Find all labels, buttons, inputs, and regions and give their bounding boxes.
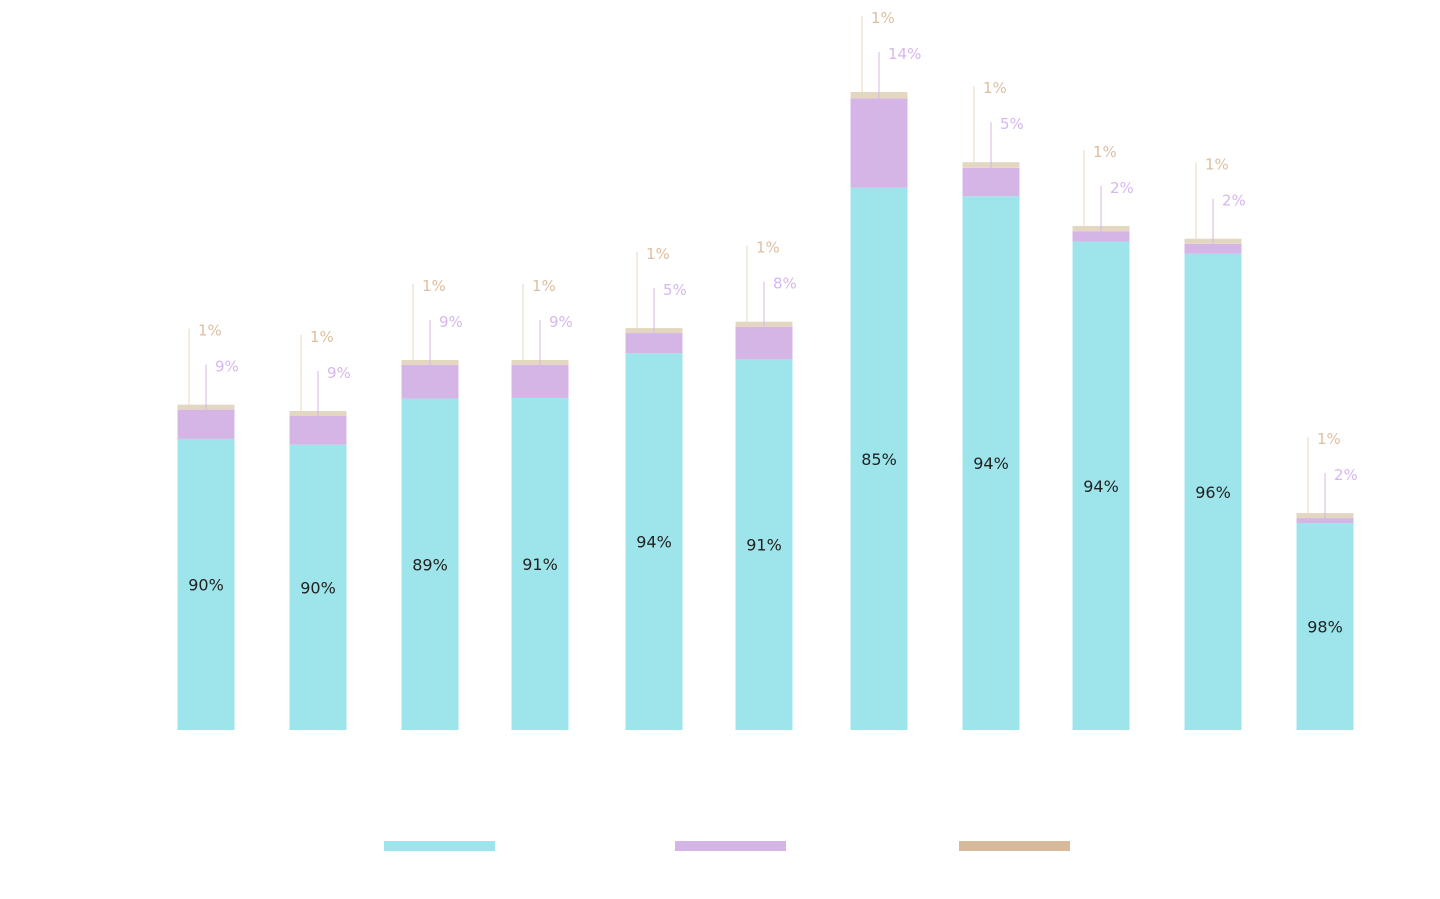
legend-item (959, 841, 1070, 851)
data-label: 90% (188, 575, 224, 594)
data-label: 9% (327, 364, 351, 382)
data-label: 1% (532, 277, 556, 295)
bar-segment (625, 353, 683, 730)
data-label: 14% (888, 45, 921, 63)
bar-segment (962, 167, 1020, 197)
data-label: 94% (973, 454, 1009, 473)
data-label: 85% (861, 450, 897, 469)
data-label: 5% (1000, 115, 1024, 133)
legend-item (675, 841, 786, 851)
bar-segment (1072, 241, 1130, 731)
bar-stack: 98% 2% 1% (1296, 430, 1358, 730)
data-label: 89% (412, 555, 448, 574)
bar-stack: 91% 9% 1% (511, 277, 573, 730)
legend-swatch (959, 841, 1070, 851)
data-label: 1% (1317, 430, 1341, 448)
bar-segment (1296, 518, 1354, 524)
data-label: 9% (215, 358, 239, 376)
bar-segment (850, 98, 908, 188)
data-label: 91% (522, 555, 558, 574)
bar-segment (401, 398, 459, 730)
data-label: 1% (756, 239, 780, 257)
bar-stack: 90% 9% 1% (177, 322, 239, 730)
bar-segment (962, 196, 1020, 730)
legend-swatch (675, 841, 786, 851)
bars-group: 90% 9% 1% 90% 9% 1% 89% 9% 1% 91% 9% 1% 94% 5% 1% 91% 8%… (177, 9, 1358, 731)
data-label: 90% (300, 578, 336, 597)
data-label: 9% (549, 313, 573, 331)
data-label: 96% (1195, 483, 1231, 502)
bar-segment (850, 187, 908, 730)
bar-segment (177, 438, 235, 730)
data-label: 2% (1222, 192, 1246, 210)
bar-segment (1184, 243, 1242, 254)
legend-item (384, 841, 495, 851)
data-label: 91% (746, 536, 782, 555)
data-label: 9% (439, 313, 463, 331)
bar-stack: 85% 14% 1% (850, 9, 921, 730)
bar-segment (289, 416, 347, 445)
bar-segment (511, 397, 569, 730)
legend-swatch (384, 841, 495, 851)
bar-segment (1184, 253, 1242, 731)
data-label: 94% (636, 533, 672, 552)
bar-stack: 89% 9% 1% (401, 277, 463, 730)
data-label: 8% (773, 275, 797, 293)
bar-segment (1072, 231, 1130, 242)
bar-segment (401, 364, 459, 399)
bar-segment (289, 444, 347, 730)
data-label: 1% (1093, 143, 1117, 161)
legend (384, 841, 1070, 851)
bar-segment (625, 333, 683, 354)
bar-stack: 90% 9% 1% (289, 328, 351, 730)
bar-stack: 94% 5% 1% (962, 79, 1024, 730)
bar-segment (177, 409, 235, 439)
data-label: 2% (1334, 466, 1358, 484)
bar-stack: 94% 2% 1% (1072, 143, 1134, 731)
data-label: 5% (663, 281, 687, 299)
data-label: 94% (1083, 477, 1119, 496)
data-label: 1% (1205, 156, 1229, 174)
data-label: 1% (422, 277, 446, 295)
bar-segment (1296, 523, 1354, 730)
data-label: 2% (1110, 179, 1134, 197)
bar-segment (735, 359, 793, 730)
data-label: 1% (871, 9, 895, 27)
bar-segment (511, 364, 569, 398)
bar-stack: 96% 2% 1% (1184, 156, 1246, 731)
bar-segment (735, 326, 793, 360)
bar-stack: 94% 5% 1% (625, 245, 687, 730)
data-label: 1% (983, 79, 1007, 97)
data-label: 98% (1307, 618, 1343, 637)
bar-stack: 91% 8% 1% (735, 239, 797, 730)
data-label: 1% (198, 322, 222, 340)
data-label: 1% (646, 245, 670, 263)
data-label: 1% (310, 328, 334, 346)
